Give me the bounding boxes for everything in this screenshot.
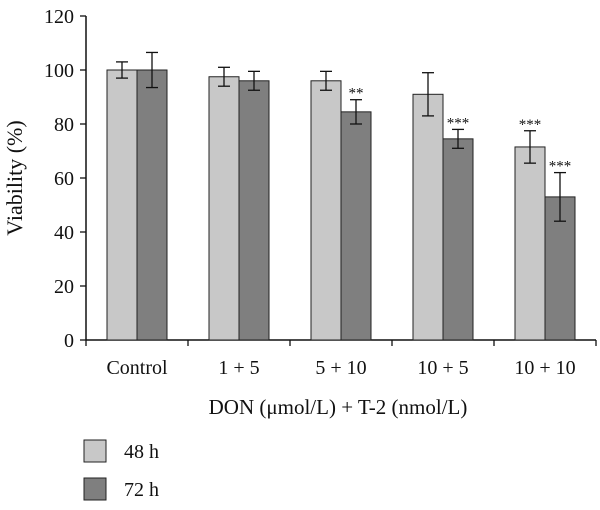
bar (442, 138, 474, 341)
x-tick-label: 10 + 5 (417, 357, 468, 379)
bar (412, 93, 444, 341)
x-tick-label: Control (106, 357, 168, 379)
x-tick-label: 5 + 10 (315, 357, 366, 379)
bar (340, 111, 372, 341)
y-tick-label: 80 (54, 114, 74, 136)
x-tick-label: 10 + 10 (514, 357, 575, 379)
y-tick-label: 20 (54, 276, 74, 298)
legend-label: 72 h (124, 479, 159, 501)
bar (310, 80, 342, 341)
significance-marker: *** (549, 159, 572, 175)
y-tick-label: 100 (44, 60, 74, 82)
legend: 48 h 72 h (83, 439, 159, 501)
y-tick-label: 120 (44, 6, 74, 28)
legend-swatch (83, 477, 107, 501)
bar (106, 69, 138, 341)
x-tick-label: 1 + 5 (218, 357, 259, 379)
y-tick-label: 60 (54, 168, 74, 190)
significance-marker: *** (447, 115, 470, 131)
bar (136, 69, 168, 341)
significance-marker: ** (349, 86, 364, 102)
significance-marker: *** (519, 117, 542, 133)
bars-layer (106, 69, 576, 341)
y-axis-label: Viability (%) (2, 120, 27, 235)
error-bars-layer (116, 51, 566, 222)
bar (238, 80, 270, 341)
y-tick-label: 40 (54, 222, 74, 244)
ticks-layer: 0 20 40 60 80 100 120 Control 1 + 5 5 + 10 10 + 5 1… (44, 6, 597, 379)
bar (208, 76, 240, 341)
legend-label: 48 h (124, 441, 159, 463)
legend-swatch (83, 439, 107, 463)
y-tick-label: 0 (64, 330, 74, 352)
significance-layer: *********** (349, 86, 572, 175)
bar (514, 146, 546, 341)
x-axis-label: DON (μmol/L) + T-2 (nmol/L) (209, 395, 468, 419)
